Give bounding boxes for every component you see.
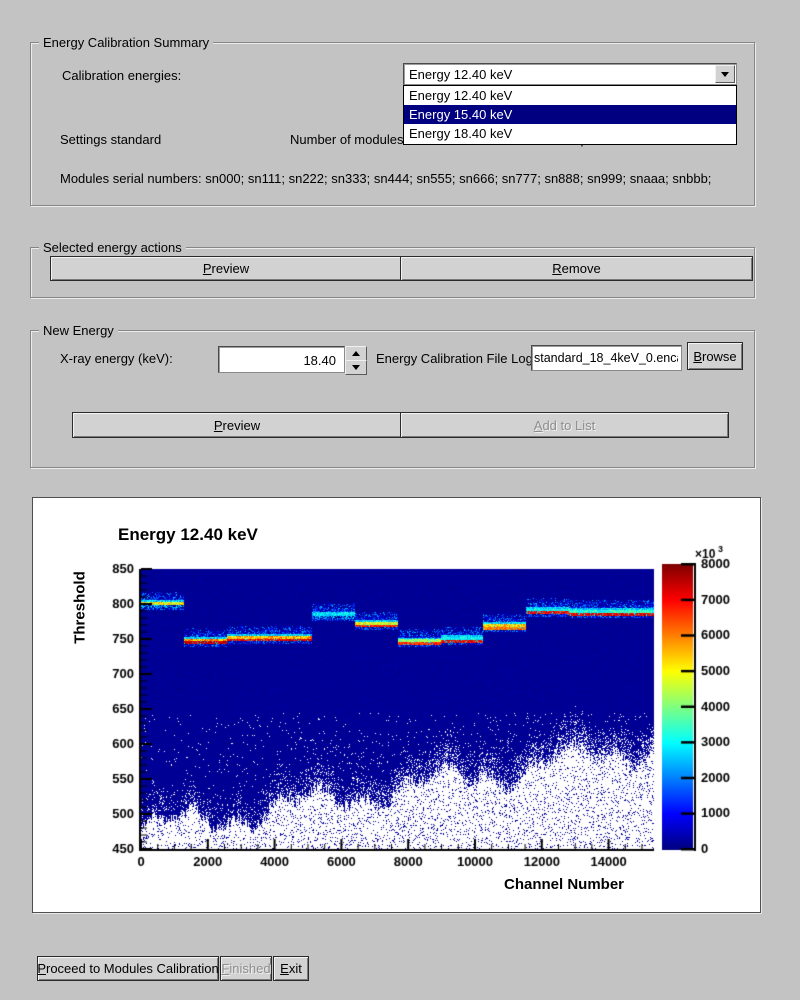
new-energy-group-title: New Energy [39, 323, 118, 338]
module-serial-numbers-label: Modules serial numbers: sn000; sn111; sn… [60, 171, 712, 186]
spin-up-icon [352, 351, 360, 356]
calibration-energy-combobox[interactable]: Energy 12.40 keV [403, 63, 737, 85]
summary-group-title: Energy Calibration Summary [39, 35, 214, 50]
plot-title: Energy 12.40 keV [118, 525, 258, 544]
new-energy-group: New Energy [30, 323, 755, 468]
dropdown-arrow-icon [721, 71, 729, 77]
threshold-scan-heatmap [33, 498, 760, 912]
file-log-label: Energy Calibration File Log [376, 351, 533, 366]
calibration-energies-label: Calibration energies: [62, 68, 182, 83]
plot-y-axis-label: Threshold [71, 571, 89, 644]
settings-standard-label: Settings standard [60, 132, 162, 147]
spin-down-icon [352, 365, 360, 370]
dropdown-option-1[interactable]: Energy 12.40 keV [409, 88, 513, 103]
file-log-value: standard_18_4keV_0.encal [534, 351, 678, 365]
xray-energy-value: 18.40 [303, 353, 336, 368]
spin-down-button[interactable] [345, 360, 367, 375]
actions-group: Selected energy actions [30, 240, 755, 298]
dropdown-option-2[interactable]: Energy 15.40 keV [404, 105, 736, 124]
number-of-modules-label: Number of modules 12 [290, 132, 422, 147]
xray-energy-label: X-ray energy (keV): [60, 351, 173, 366]
summary-group: Energy Calibration Summary [30, 35, 755, 206]
combobox-value: Energy 12.40 keV [409, 67, 513, 82]
spin-up-button[interactable] [345, 346, 367, 361]
plot-panel: Energy 12.40 keV Threshold Channel Numbe… [32, 497, 761, 913]
xray-energy-spinbox[interactable]: 18.40 [218, 346, 345, 373]
file-log-input[interactable]: standard_18_4keV_0.encal [531, 345, 682, 371]
plot-x-axis-label: Channel Number [504, 876, 625, 893]
combobox-dropdown-button[interactable] [715, 65, 735, 83]
dropdown-option-3[interactable]: Energy 18.40 keV [409, 126, 513, 141]
calibration-energy-dropdown-list: Energy 12.40 keV Energy 15.40 keV Energy… [403, 85, 737, 145]
actions-group-title: Selected energy actions [39, 240, 186, 255]
